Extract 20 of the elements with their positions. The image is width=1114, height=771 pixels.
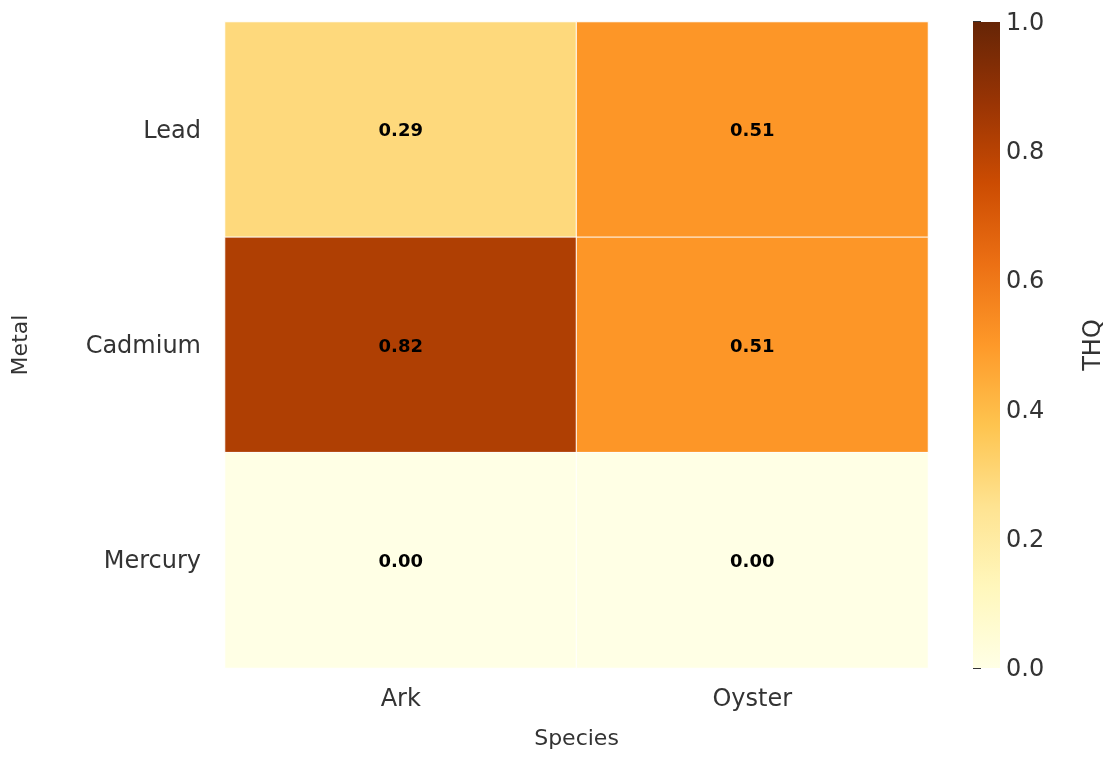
x-tick-label: Ark: [380, 684, 421, 712]
data-label: 0.82: [378, 334, 423, 356]
data-label: 0.51: [730, 119, 775, 141]
data-label: 0.29: [378, 119, 423, 141]
data-label: 0.51: [730, 334, 775, 356]
x-axis-title: Species: [534, 724, 619, 750]
color-bar-label: 1.0: [1006, 8, 1045, 36]
color-bar-title: THQ: [1078, 319, 1106, 372]
x-tick-label: Oyster: [712, 684, 793, 712]
y-tick-label: Lead: [143, 115, 201, 144]
y-tick-label: Cadmium: [85, 331, 201, 359]
data-label: 0.00: [378, 549, 423, 571]
color-bar-label: 0.4: [1006, 395, 1045, 424]
color-bar-label: 0.8: [1006, 137, 1045, 166]
color-bar-label: 0.2: [1006, 524, 1045, 553]
color-bar-label: 0.6: [1006, 266, 1045, 295]
color-bar-label: 0.0: [1006, 654, 1045, 682]
y-tick-label: Mercury: [103, 546, 201, 575]
data-label: 0.00: [730, 549, 775, 571]
y-axis-title: Metal: [6, 314, 32, 376]
